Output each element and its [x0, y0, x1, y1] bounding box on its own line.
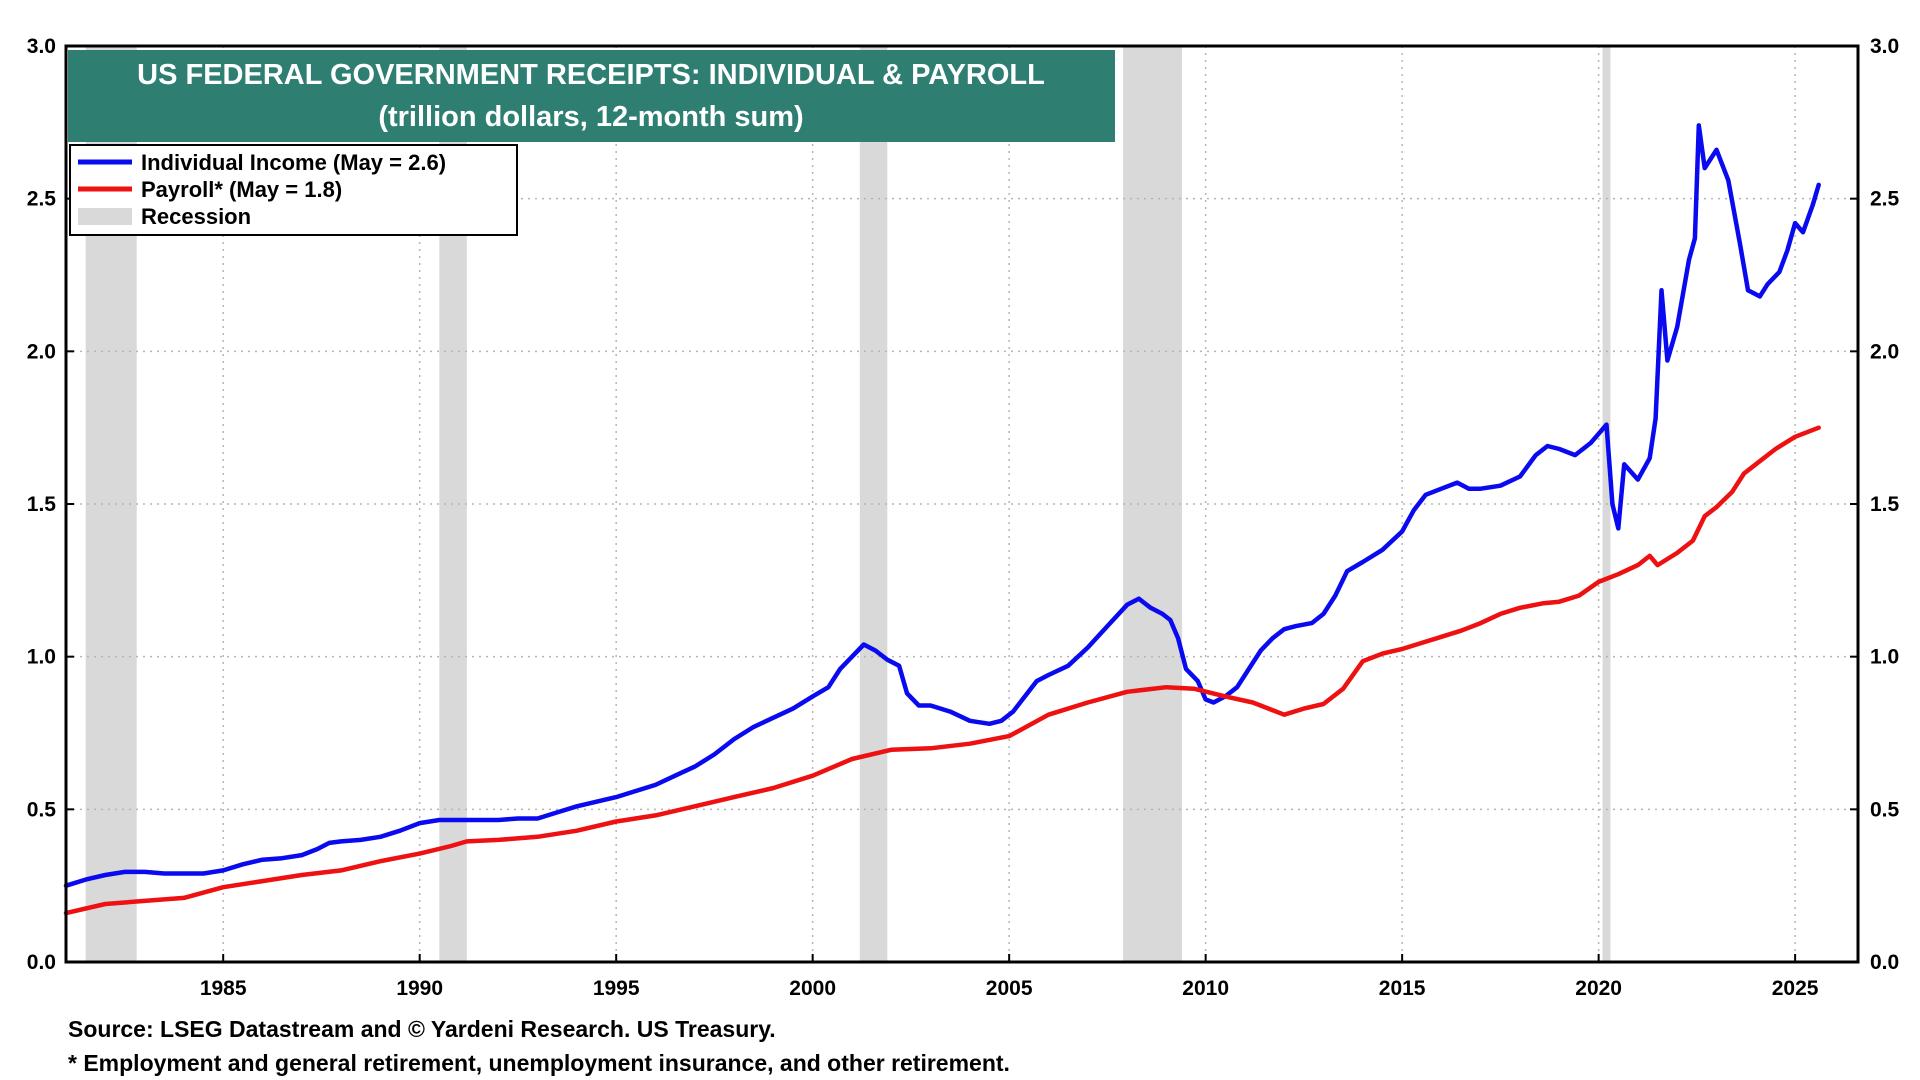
y-tick-label-right: 0.0 [1870, 951, 1899, 974]
y-tick-label-left: 0.0 [27, 951, 56, 974]
x-tick-label: 1985 [200, 977, 247, 1000]
x-tick-label: 2025 [1772, 977, 1819, 1000]
x-tick-label: 2010 [1182, 977, 1229, 1000]
legend-label-recession: Recession [141, 204, 251, 229]
chart-title: US FEDERAL GOVERNMENT RECEIPTS: INDIVIDU… [137, 59, 1045, 91]
recession-band-2 [859, 46, 888, 962]
legend: Individual Income (May = 2.6) Payroll* (… [69, 144, 518, 236]
y-tick-label-right: 0.5 [1870, 798, 1900, 821]
x-tick-label: 2015 [1379, 977, 1426, 1000]
source-note: Source: LSEG Datastream and © Yardeni Re… [68, 1016, 776, 1042]
y-tick-label-right: 1.0 [1870, 646, 1899, 669]
y-tick-label-left: 2.0 [27, 340, 56, 363]
y-tick-label-right: 1.5 [1870, 493, 1900, 516]
y-tick-label-left: 1.0 [27, 646, 56, 669]
chart-subtitle: (trillion dollars, 12-month sum) [378, 101, 803, 133]
title-box: US FEDERAL GOVERNMENT RECEIPTS: INDIVIDU… [68, 50, 1115, 142]
y-tick-label-left: 3.0 [27, 35, 56, 58]
series-lines [63, 123, 1821, 916]
axis-ticks: 0.0 0.0 0.5 0.5 1.0 1.0 1.5 1.5 2.0 2.0 2.5 2.5 3.0 3… [27, 35, 1900, 1000]
y-tick-label-right: 2.0 [1870, 340, 1899, 363]
footnote: * Employment and general retirement, une… [68, 1050, 1010, 1076]
legend-label-individual: Individual Income (May = 2.6) [141, 150, 446, 175]
y-tick-label-left: 0.5 [27, 798, 57, 821]
x-tick-label: 1995 [593, 977, 640, 1000]
y-tick-label-right: 2.5 [1870, 188, 1900, 211]
gridlines [66, 46, 1858, 962]
series-line-payroll [63, 425, 1821, 916]
x-tick-label: 2020 [1575, 977, 1622, 1000]
legend-label-payroll: Payroll* (May = 1.8) [141, 177, 342, 202]
y-tick-label-left: 2.5 [27, 188, 57, 211]
legend-swatch-recession [78, 208, 132, 225]
x-tick-label: 1990 [396, 977, 443, 1000]
series-line-individual-income [63, 123, 1821, 888]
y-tick-label-left: 1.5 [27, 493, 57, 516]
x-tick-label: 2000 [789, 977, 836, 1000]
y-tick-label-right: 3.0 [1870, 35, 1899, 58]
x-tick-label: 2005 [986, 977, 1033, 1000]
